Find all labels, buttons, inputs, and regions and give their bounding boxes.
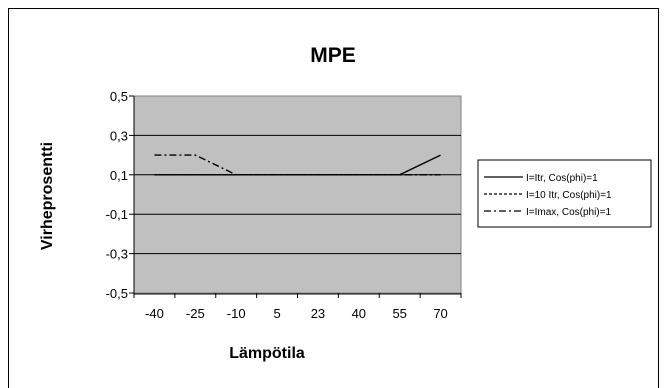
- y-tick-label: 0,1: [110, 168, 128, 183]
- x-axis-label: Lämpötila: [229, 345, 305, 362]
- x-tick-label: 55: [392, 306, 406, 321]
- series-lines: [154, 154, 441, 176]
- y-tick-label: -0,1: [106, 207, 128, 222]
- y-ticks: 0,5 0,3 0,1 -0,1 -0,3 -0,5: [106, 89, 134, 301]
- y-tick-label: 0,3: [110, 128, 128, 143]
- chart-title: MPE: [310, 44, 356, 67]
- x-tick-label: 70: [433, 306, 447, 321]
- x-tick-label: -25: [186, 306, 205, 321]
- x-tick-label: 23: [311, 306, 325, 321]
- plot-area: [133, 95, 462, 294]
- x-tick-label: -40: [145, 306, 164, 321]
- y-axis-label: Virheprosentti: [39, 142, 56, 250]
- legend-entry: I=Imax, Cos(phi)=1: [526, 207, 611, 218]
- series-line-3: [154, 154, 441, 176]
- y-tick-label: 0,5: [110, 89, 128, 104]
- legend-entry: I=10 Itr, Cos(phi)=1: [526, 190, 612, 201]
- chart-frame: [8, 8, 659, 388]
- legend-entry: I=Itr, Cos(phi)=1: [526, 173, 598, 184]
- x-tick-label: 40: [352, 306, 366, 321]
- x-tick-label: 5: [273, 306, 280, 321]
- y-tick-label: -0,3: [106, 247, 128, 262]
- y-tick-label: -0,5: [106, 286, 128, 301]
- x-tick-label: -10: [227, 306, 246, 321]
- x-ticks: -40 -25 -10 5 23 40 55 70: [133, 293, 462, 321]
- legend: I=Itr, Cos(phi)=1 I=10 Itr, Cos(phi)=1 I=I…: [477, 159, 652, 228]
